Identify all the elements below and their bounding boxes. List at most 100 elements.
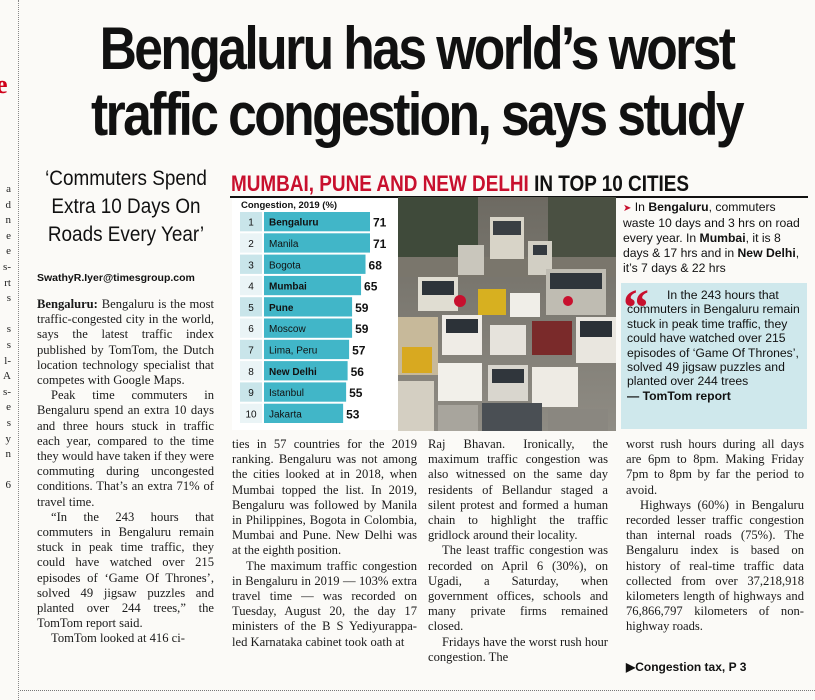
value-label: 56 [351, 365, 365, 379]
quote-box-text: In the 243 hours that commuters in Benga… [627, 288, 803, 403]
paragraph: Bengaluru: Bengaluru is the most traffic… [37, 297, 214, 388]
pull-quote-line-2: Extra 10 Days On [51, 195, 201, 218]
congestion-chart: Congestion, 2019 (%) 1 Bengaluru 71 2 Manila… [232, 198, 398, 430]
chart-plot: 1 Bengaluru 712 Manila 713 Bogota 684 Mumbai 655… [240, 212, 387, 423]
neighbor-text-fragment: n [5, 214, 12, 227]
rank-label: 1 [248, 218, 254, 229]
neighbor-text-fragment: s- [3, 260, 11, 273]
neighbor-text-fragment [0, 307, 12, 323]
rank-label: 2 [248, 239, 254, 250]
neighbor-text-fragment: e [6, 401, 11, 414]
rank-cell [240, 297, 262, 317]
bar [264, 254, 366, 274]
sidebar-text: In [634, 200, 649, 214]
neighbor-text-fragment: l- [4, 354, 11, 367]
category-label: Bengaluru [269, 218, 318, 229]
neighbor-text-fragment [0, 463, 12, 479]
neighbor-text-fragment: n [5, 448, 12, 461]
chart-banner: MUMBAI, PUNE AND NEW DELHI IN TOP 10 CIT… [231, 172, 689, 196]
rank-label: 8 [248, 367, 254, 378]
value-label: 59 [355, 322, 369, 336]
rank-label: 9 [248, 388, 254, 399]
neighbor-text-fragment: d [5, 198, 12, 211]
bar [264, 382, 347, 402]
pull-quote-line-1: ‘Commuters Spend [45, 167, 207, 190]
article-column-1: Bengaluru: Bengaluru is the most traffic… [37, 297, 214, 647]
bar [264, 297, 353, 317]
rank-cell [240, 233, 262, 253]
rank-label: 6 [248, 324, 254, 335]
rank-label: 3 [248, 260, 254, 271]
paragraph: worst rush hours during all days are 6pm… [626, 437, 804, 497]
quote-box: “ In the 243 hours that commuters in Ben… [621, 283, 807, 429]
bar [264, 233, 370, 253]
headline-line-2: traffic congestion, says study [91, 81, 745, 148]
bar [264, 339, 350, 360]
sidebar-facts: ➤ In Bengaluru, commuters waste 10 days … [623, 200, 805, 276]
value-label: 68 [369, 258, 383, 272]
value-label: 71 [373, 216, 387, 230]
category-label: Lima, Peru [269, 345, 317, 356]
category-label: Moscow [269, 324, 306, 335]
category-label: Jakarta [269, 409, 302, 420]
rank-cell [240, 361, 262, 381]
bar [264, 361, 348, 381]
neighbor-text-fragment: A [3, 370, 11, 383]
paragraph: TomTom looked at 416 ci- [51, 631, 185, 646]
category-label: Istanbul [269, 388, 304, 399]
neighbor-text-fragment: s [6, 338, 11, 351]
value-label: 71 [373, 237, 387, 251]
bar [264, 318, 353, 338]
paragraph: Fridays have the worst rush hour congest… [428, 634, 608, 664]
quote-text: In the 243 hours that commuters in Benga… [627, 288, 800, 389]
rank-cell [240, 382, 262, 402]
paragraph: The least traffic congestion was recorde… [428, 543, 608, 634]
sidebar-city: Mumbai [699, 231, 746, 245]
value-label: 55 [349, 386, 363, 400]
neighbor-text-fragment: rt [4, 276, 11, 289]
bar [264, 212, 370, 232]
category-label: Manila [269, 239, 299, 250]
neighbor-text-fragment: s [6, 323, 11, 336]
banner-black-text: IN TOP 10 CITIES [534, 171, 690, 196]
rank-label: 10 [245, 409, 257, 420]
chart-title: Congestion, 2019 (%) [241, 200, 338, 211]
category-label: Pune [269, 303, 294, 314]
paragraph: Peak time commuters in Bengaluru spend a… [37, 388, 214, 509]
column-rule-left [18, 0, 19, 700]
rank-label: 7 [248, 345, 254, 356]
neighbor-text-fragment: y [5, 432, 12, 445]
paragraph: ties in 57 countries for the 2019 rankin… [232, 437, 417, 558]
continuation-link[interactable]: ▶Congestion tax, P 3 [626, 660, 747, 674]
rank-cell [240, 254, 262, 274]
paragraph: Raj Bhavan. Ironically, the maximum traf… [428, 437, 608, 543]
bar [264, 403, 344, 423]
sidebar-text: , it’s 7 days & 22 hrs [623, 246, 800, 275]
article-column-3: Raj Bhavan. Ironically, the maximum traf… [428, 437, 608, 665]
value-label: 59 [355, 301, 369, 315]
sidebar-text: , it is 8 days & 17 hrs and in [623, 231, 781, 260]
article-column-4: worst rush hours during all days are 6pm… [626, 437, 804, 635]
value-label: 53 [346, 407, 360, 421]
rank-cell [240, 339, 262, 360]
paragraph: “In the 243 hours that commuters in Beng… [37, 509, 214, 631]
rank-cell [240, 212, 262, 232]
arrow-icon: ➤ [623, 203, 632, 214]
article-column-2: ties in 57 countries for the 2019 rankin… [232, 437, 417, 650]
neighbor-text-fragment: s- [3, 385, 11, 398]
banner-red-text: MUMBAI, PUNE AND NEW DELHI [231, 171, 529, 196]
neighbor-text-fragment: e [6, 229, 11, 242]
bar [264, 275, 362, 296]
rank-cell [240, 403, 262, 423]
paragraph-text: Bengaluru is the most traffic-congested … [37, 297, 214, 388]
neighbor-red-letter: e [0, 70, 8, 99]
category-label: Mumbai [269, 282, 307, 293]
traffic-jam-image [398, 197, 616, 431]
rank-label: 4 [248, 282, 254, 293]
rank-cell [240, 275, 262, 296]
quote-source: — TomTom report [627, 388, 731, 403]
neighbor-text-fragment: a [6, 183, 11, 195]
neighbor-text-fragment: s [6, 292, 11, 305]
byline: SwathyR.Iyer@timesgroup.com [37, 272, 195, 284]
